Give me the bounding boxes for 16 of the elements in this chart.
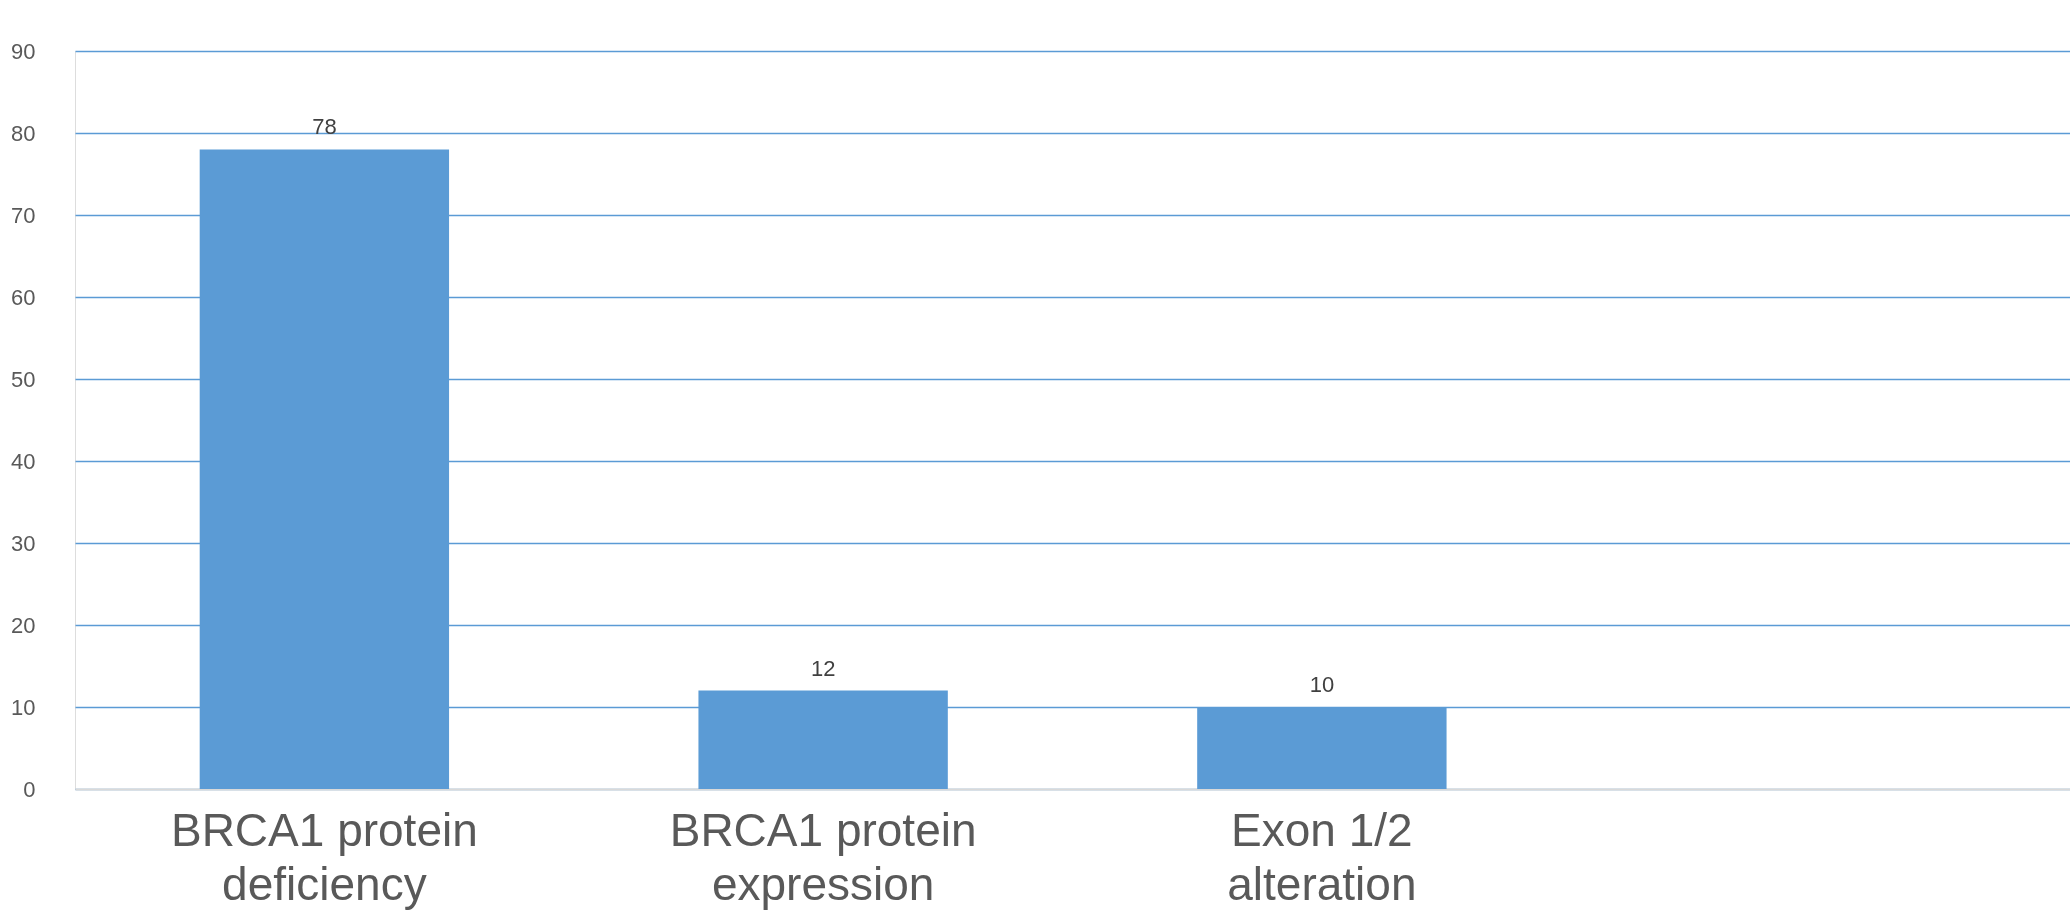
y-tick-label: 0 (23, 776, 36, 802)
y-tick-label: 30 (11, 530, 36, 556)
x-tick-label: BRCA1 protein deficiency (170, 803, 478, 910)
y-tick-label: 60 (11, 284, 36, 310)
data-label: 10 (1309, 672, 1335, 697)
data-label: 78 (312, 114, 337, 140)
y-tick-label: 90 (11, 38, 36, 64)
y-tick-label: 40 (11, 448, 36, 474)
data-label: 12 (810, 655, 836, 681)
y-tick-label: 80 (11, 120, 36, 146)
y-tick-label: 50 (11, 366, 36, 392)
x-tick-label: Exon 1/2 alteration (1227, 803, 1417, 910)
y-tick-label: 10 (11, 694, 36, 720)
y-tick-label: 20 (11, 612, 36, 638)
y-tick-label: 70 (11, 202, 36, 228)
x-tick-label: BRCA1 protein expression (669, 803, 977, 910)
